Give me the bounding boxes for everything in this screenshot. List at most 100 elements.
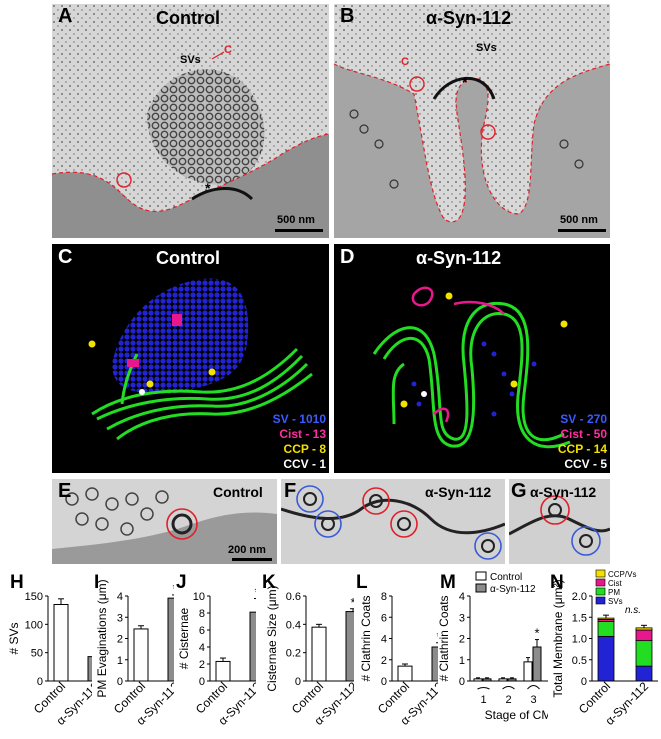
panel-c-count-ccv: CCV - 1 (283, 457, 326, 471)
chart-n-legend-label: PM (608, 588, 620, 597)
panel-c-letter: C (58, 246, 73, 268)
panel-f-title: α-Syn-112 (425, 484, 492, 500)
panel-c-count-ccp: CCP - 8 (283, 442, 326, 456)
chart-m-category-label: 3 (530, 694, 536, 706)
panel-e (52, 479, 277, 564)
chart-n-ytick-label: 0 (581, 676, 587, 688)
panel-d-count-sv: SV - 270 (560, 412, 607, 426)
chart-n-segment-pm (635, 640, 653, 667)
chart-n-segment-cist (635, 629, 653, 642)
chart-k-ytick-label: 0 (295, 676, 301, 688)
chart-l-ytick-label: 8 (381, 591, 387, 603)
chart-m-legend-swatch (475, 571, 487, 581)
chart-j-ytick-label: 10 (193, 591, 205, 603)
chart-j-ytick-label: 8 (199, 608, 205, 620)
chart-m-legend-label: α-Syn-112 (490, 584, 536, 595)
chart-m-ytick-label: 4 (459, 591, 465, 603)
chart-j-ytick-label: 6 (199, 625, 205, 637)
chart-m-category-label: 1 (480, 694, 486, 706)
chart-i-ytick-label: 3 (117, 612, 123, 624)
chart-k-bar-control (311, 626, 327, 682)
chart-i-ytick-label: 4 (117, 591, 123, 603)
chart-n-legend-swatch (595, 587, 606, 596)
panel-b-em-image (334, 4, 610, 238)
chart-n-letter: N (550, 572, 564, 593)
panel-d-reconstruction (372, 286, 571, 449)
panel-b-c-label: C (401, 56, 409, 68)
chart-h-ytick-label: 100 (25, 619, 43, 631)
chart-j-ylabel: # Cisternae (177, 607, 191, 669)
chart-m-bar-asyn (532, 646, 542, 682)
chart-k-ytick-label: 0.4 (286, 619, 301, 631)
chart-i-ytick-label: 0 (117, 676, 123, 688)
chart-j-letter: J (176, 572, 187, 593)
chart-m-letter: M (440, 572, 456, 593)
chart-l-ylabel: # Clathrin Coats (359, 595, 373, 681)
panel-b-letter: B (340, 5, 355, 27)
chart-h-ytick-label: 0 (37, 676, 43, 688)
chart-m-xlabel: Stage of CME (485, 708, 548, 722)
chart-n-legend-label: Cist (608, 579, 623, 588)
chart-n-legend-label: SVs (608, 597, 623, 606)
chart-h-ytick-label: 150 (25, 591, 43, 603)
chart-l-sig-star: * (436, 629, 438, 644)
chart-h-ylabel: # SVs (7, 622, 21, 654)
chart-h-ytick-label: 50 (31, 648, 43, 660)
chart-m-bar-control (523, 661, 533, 682)
chart-h-bar-control (53, 604, 69, 682)
chart-i-bar-control (133, 628, 149, 682)
panel-d-letter: D (340, 246, 355, 268)
chart-n-ylabel: Total Membrane (μm²) (551, 579, 565, 697)
chart-n-legend-label: CCP/Vs (608, 570, 636, 579)
chart-k-letter: K (262, 572, 276, 593)
panel-b-asterisk: * (462, 74, 468, 90)
chart-k-ytick-label: 0.2 (286, 648, 301, 660)
panel-d-count-cist: Cist - 50 (560, 427, 607, 441)
chart-j-ytick-label: 4 (199, 642, 205, 654)
panel-a-letter: A (58, 5, 73, 27)
panel-c-title: Control (156, 248, 220, 268)
panel-c-count-cist: Cist - 13 (279, 427, 326, 441)
panel-d-title: α-Syn-112 (416, 248, 502, 268)
panel-g (509, 479, 610, 564)
chart-i-ytick-label: 1 (117, 655, 123, 667)
panel-a-scale-label: 500 nm (277, 214, 315, 226)
chart-n-legend-swatch (595, 578, 606, 587)
chart-i-ytick-label: 2 (117, 634, 123, 646)
panel-a-title: Control (156, 8, 220, 28)
panel-d (334, 244, 610, 473)
chart-h-bar-asyn (87, 656, 92, 682)
panel-e-title: Control (213, 484, 263, 500)
chart-m-ytick-label: 2 (459, 634, 465, 646)
panel-f-em-image (281, 479, 505, 564)
chart-l-ytick-label: 6 (381, 612, 387, 624)
chart-m-legend-label: Control (490, 572, 522, 583)
panel-a-c-label: C (224, 44, 232, 56)
panel-a-svs-label: SVs (180, 54, 201, 66)
chart-m-sig-star: * (534, 626, 539, 641)
panel-b (334, 4, 610, 238)
chart-l-bar-asyn (431, 646, 438, 682)
panel-b-svs-label: SVs (476, 42, 497, 54)
panel-b-scale-label: 500 nm (560, 214, 598, 226)
chart-n-segment-svs (597, 635, 615, 682)
chart-m-category-label: 2 (505, 694, 511, 706)
chart-m-ylabel: # Clathrin Coats (438, 595, 451, 681)
chart-n-annotation: n.s. (625, 605, 641, 616)
panel-d-count-ccp: CCP - 14 (557, 442, 607, 456)
panel-a-scale-bar (275, 229, 323, 232)
chart-n-legend-swatch (595, 596, 606, 605)
chart-l-ytick-label: 4 (381, 634, 387, 646)
chart-n-legend-swatch (595, 569, 606, 578)
chart-m-stage-icon (477, 687, 490, 690)
chart-n-ytick-label: 2.0 (572, 591, 587, 603)
panel-e-scale-bar (232, 558, 272, 561)
chart-i-sig-star: * (172, 581, 174, 596)
chart-l-ytick-label: 2 (381, 655, 387, 667)
chart-k-bar-asyn (345, 611, 354, 682)
panel-g-em-image (509, 479, 610, 564)
